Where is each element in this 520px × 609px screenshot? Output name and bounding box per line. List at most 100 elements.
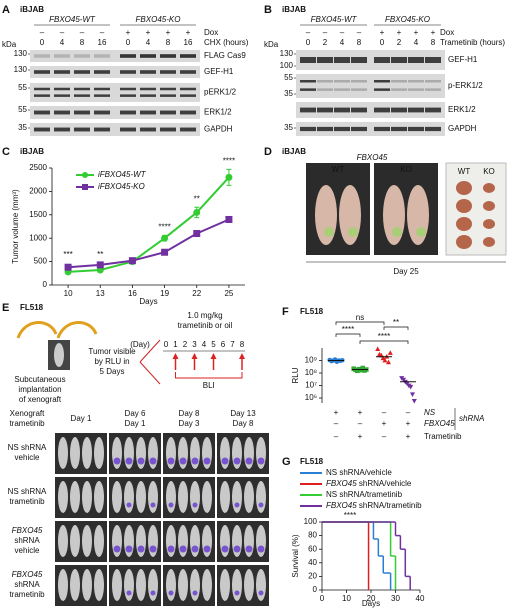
mouse [82, 525, 92, 557]
band [374, 107, 390, 113]
significance-bracket [383, 326, 409, 330]
blot-background [296, 102, 445, 118]
panel-label: A [2, 4, 10, 16]
band [74, 127, 90, 132]
column-header: Day 1 [125, 419, 146, 428]
band [180, 70, 196, 74]
gene-label: FBXO45 [357, 153, 388, 162]
day-number: 7 [230, 340, 235, 349]
dox-label: Dox [440, 28, 454, 37]
lane-hour: 0 [126, 38, 131, 47]
bli-signal [168, 590, 174, 596]
condition-sign: – [382, 432, 387, 441]
y-axis-label: Tumor volume (mm³) [11, 189, 20, 264]
band [54, 127, 70, 132]
day-number: 8 [240, 340, 245, 349]
row-label: shRNA [14, 580, 40, 589]
data-point [225, 173, 233, 181]
lane-hour: 0 [306, 38, 311, 47]
condition-sign: – [382, 408, 387, 417]
condition-sign: + [382, 419, 387, 428]
mouse [58, 481, 68, 513]
bli-signal [258, 590, 264, 596]
tumor-label: KO [483, 167, 495, 176]
band [120, 70, 136, 74]
tumor [456, 235, 472, 249]
kda-marker: 55 [18, 105, 27, 114]
mouse [178, 481, 188, 513]
band [160, 87, 176, 91]
y-tick-label: 10⁷ [305, 381, 317, 390]
legend-label: iFBXO45-WT [98, 170, 147, 179]
band [34, 70, 50, 74]
x-tick-label: 25 [224, 289, 233, 298]
bli-signal [167, 545, 175, 553]
mouse [256, 569, 266, 601]
legend-gene: FBXO45 [326, 479, 357, 488]
data-point [360, 365, 365, 371]
bli-signal [126, 590, 132, 596]
band [54, 87, 70, 91]
tumor [483, 219, 495, 229]
data-point [128, 257, 136, 265]
legend-label: NS shRNA/trametinib [326, 490, 403, 499]
column-header: Day 1 [71, 414, 92, 423]
x-axis-label: Days [362, 599, 380, 608]
mouse [94, 569, 104, 601]
dox-sign: + [126, 28, 131, 37]
panel-label: G [282, 456, 291, 468]
band [351, 80, 367, 83]
lane-hour: 16 [98, 38, 107, 47]
mouse [94, 481, 104, 513]
bli-signal [258, 502, 264, 508]
condition-sign: + [406, 432, 411, 441]
mouse [70, 437, 80, 469]
bli-signal [113, 457, 121, 465]
data-point [385, 359, 392, 365]
y-tick-label: 60 [308, 544, 317, 553]
dox-sign: – [80, 28, 85, 37]
condition-label: FBXO45 [424, 419, 455, 428]
tumor-signal [324, 227, 334, 237]
lane-hour: 8 [166, 38, 171, 47]
bli-signal [245, 545, 253, 553]
dox-sign: + [414, 28, 419, 37]
bli-signal [221, 545, 229, 553]
band [180, 87, 196, 91]
day-number: 5 [211, 340, 216, 349]
day-label: Day 25 [393, 267, 419, 276]
arrow [16, 321, 58, 339]
lane-hour: 4 [146, 38, 151, 47]
band [374, 88, 390, 91]
dox-sign: + [186, 28, 191, 37]
mouse [82, 569, 92, 601]
arrow [56, 321, 98, 339]
day-label: (Day) [130, 340, 150, 349]
mouse [244, 569, 254, 601]
day-number: 1 [173, 340, 178, 349]
photo-label: KO [400, 165, 412, 174]
lane-hour: 8 [357, 38, 362, 47]
band [94, 94, 110, 97]
significance: *** [63, 250, 72, 259]
y-tick-label: 20 [308, 572, 317, 581]
mouse [58, 437, 68, 469]
data-point [375, 346, 381, 352]
mouse [190, 481, 200, 513]
kda-marker: 55 [284, 73, 293, 82]
band [351, 88, 367, 91]
bli-signal [191, 457, 199, 465]
arrow [139, 339, 161, 385]
lane-hour: 16 [184, 38, 193, 47]
tumor-signal [416, 227, 426, 237]
data-point [387, 350, 393, 355]
bli-signal [137, 457, 145, 465]
flow-text: trametinib or oil [178, 321, 233, 330]
mouse [94, 437, 104, 469]
treatment-label: Trametinib (hours) [440, 38, 505, 47]
bli-signal [125, 545, 133, 553]
band [180, 127, 196, 132]
legend-rest: shRNA/trametinib [357, 501, 422, 510]
data-point [193, 230, 201, 238]
